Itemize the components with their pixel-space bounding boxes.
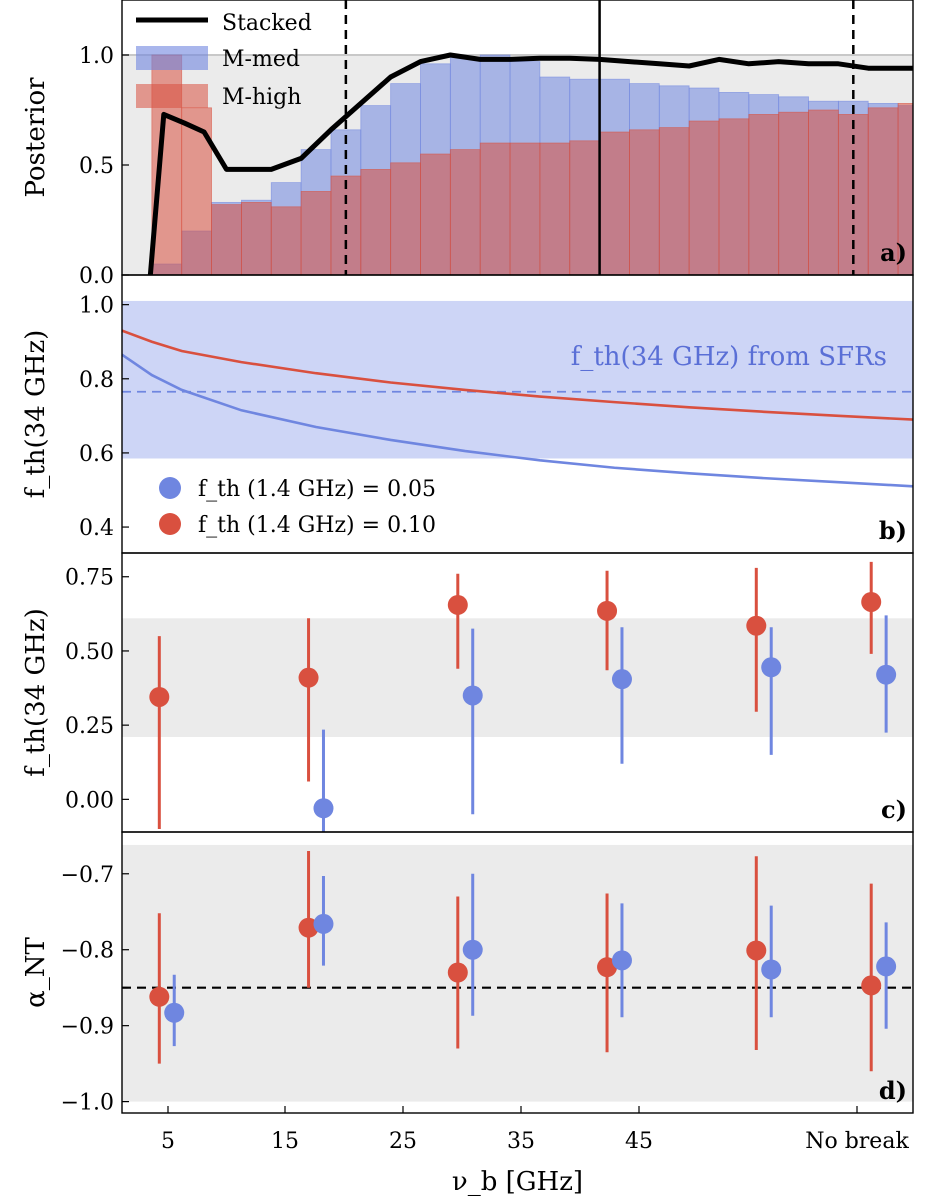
x-tick-label: 35: [507, 1129, 535, 1154]
bar-mhigh: [241, 202, 271, 275]
data-point: [746, 940, 766, 960]
legend-marker: [159, 477, 181, 499]
panel-letter: a): [880, 238, 907, 267]
data-point: [761, 959, 781, 979]
bar-mhigh: [570, 141, 600, 275]
y-tick-label: −0.9: [61, 1015, 114, 1040]
legend-patch: [136, 46, 208, 70]
bar-mhigh: [629, 130, 659, 275]
y-tick-label: 0.25: [65, 714, 114, 739]
band-label: f_th(34 GHz) from SFRs: [571, 342, 887, 372]
bar-mhigh: [271, 207, 301, 275]
bar-mhigh: [809, 110, 839, 275]
panel-letter: b): [879, 516, 907, 545]
x-tick-label: No break: [805, 1129, 909, 1154]
legend-a: Stacked M-med M-high: [136, 11, 312, 110]
data-point: [861, 592, 881, 612]
y-tick-label: 0.0: [79, 264, 114, 289]
y-tick-label: −0.7: [61, 863, 114, 888]
y-tick-label: 0.8: [79, 368, 114, 393]
data-point: [876, 665, 896, 685]
x-tick-label: 25: [389, 1129, 417, 1154]
data-point: [313, 914, 333, 934]
data-point: [299, 668, 319, 688]
legend-b: f_th (1.4 GHz) = 0.05 f_th (1.4 GHz) = 0.…: [159, 477, 436, 538]
y-axis-title-c: f_th(34 GHz): [21, 608, 51, 777]
bar-mhigh: [540, 143, 570, 275]
panel-a-posterior: 0.0 0.5 1.0 Posterior a) Stacked M-med M-high: [21, 0, 927, 289]
grey-band: [122, 618, 913, 737]
bar-mhigh: [510, 143, 540, 275]
y-tick-label: −0.8: [61, 939, 114, 964]
y-axis-title-d: α_NT: [21, 937, 51, 1008]
data-point: [463, 685, 483, 705]
x-tick-label: 45: [625, 1129, 653, 1154]
data-point: [463, 940, 483, 960]
panel-b-thermal-fraction-curves: f_th(34 GHz) from SFRs 0.4 0.6 0.8 1.0 f_th(3…: [21, 275, 913, 553]
y-tick-label: 0.4: [79, 516, 114, 541]
data-point: [612, 669, 632, 689]
y-tick-label: 0.00: [65, 788, 114, 813]
bar-mhigh: [779, 112, 809, 275]
data-point: [448, 595, 468, 615]
data-point: [149, 687, 169, 707]
y-tick-label: 1.0: [79, 294, 114, 319]
y-tick-label: −1.0: [61, 1091, 114, 1116]
x-axis-title: ν_b [GHz]: [452, 1167, 583, 1197]
x-tick-label: 5: [161, 1129, 175, 1154]
legend-label: f_th (1.4 GHz) = 0.05: [198, 477, 436, 502]
data-point: [746, 616, 766, 636]
data-point: [761, 657, 781, 677]
legend-label: M-high: [222, 85, 301, 110]
shared-x-axis: 5 15 25 35 45 No break ν_b [GHz]: [161, 1106, 909, 1197]
legend-patch: [136, 84, 208, 108]
bar-mhigh: [212, 205, 242, 275]
y-tick-label: 0.50: [65, 640, 114, 665]
data-point: [597, 601, 617, 621]
legend-label: f_th (1.4 GHz) = 0.10: [198, 513, 436, 538]
grey-band: [122, 845, 913, 1102]
panel-letter: d): [879, 1076, 907, 1105]
legend-marker: [159, 513, 181, 535]
bar-mhigh: [391, 163, 421, 275]
data-point: [313, 798, 333, 818]
panel-c-thermal-fraction-points: 0.00 0.25 0.50 0.75 f_th(34 GHz) c): [21, 553, 913, 832]
panel-letter: c): [881, 795, 907, 824]
legend-label: M-med: [222, 47, 300, 72]
y-axis-title-b: f_th(34 GHz): [21, 330, 51, 499]
bar-mhigh: [600, 132, 630, 275]
bar-mhigh: [659, 128, 689, 275]
x-tick-label: 15: [271, 1129, 299, 1154]
data-point: [164, 1003, 184, 1023]
bar-mhigh: [361, 169, 391, 275]
data-point: [448, 963, 468, 983]
data-point: [861, 975, 881, 995]
bar-mhigh: [450, 150, 480, 275]
y-tick-label: 0.75: [65, 566, 114, 591]
y-tick-label: 0.5: [79, 154, 114, 179]
data-point: [876, 956, 896, 976]
data-point: [149, 987, 169, 1007]
legend-label: Stacked: [222, 11, 312, 36]
bar-mhigh: [719, 119, 749, 275]
bar-mhigh: [689, 121, 719, 275]
bar-mhigh: [749, 114, 779, 275]
panel-d-spectral-index: −1.0 −0.9 −0.8 −0.7 α_NT d): [21, 832, 913, 1116]
sfr-band: [122, 301, 913, 459]
bar-mhigh: [480, 143, 510, 275]
y-tick-label: 1.0: [79, 44, 114, 69]
y-tick-label: 0.6: [79, 442, 114, 467]
data-point: [612, 950, 632, 970]
bar-mhigh: [420, 154, 450, 275]
bar-mhigh: [301, 191, 331, 275]
y-axis-title-a: Posterior: [21, 77, 51, 198]
